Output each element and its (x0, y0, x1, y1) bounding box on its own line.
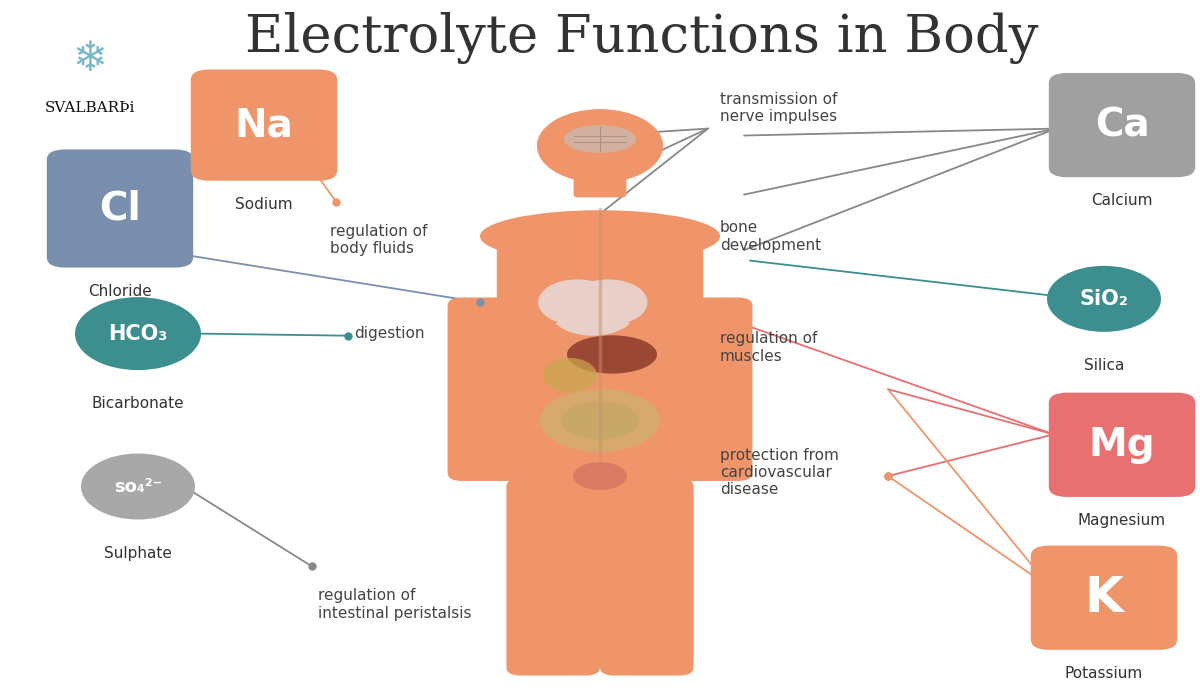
Text: Potassium: Potassium (1064, 666, 1144, 681)
Text: so₄²⁻: so₄²⁻ (114, 477, 162, 496)
Text: regulation of
muscles: regulation of muscles (720, 332, 817, 363)
Ellipse shape (540, 389, 660, 452)
Text: bone
development: bone development (720, 220, 821, 252)
Text: regulation of
intestinal peristalsis: regulation of intestinal peristalsis (318, 589, 472, 621)
Ellipse shape (82, 454, 194, 520)
FancyBboxPatch shape (497, 231, 703, 471)
Text: Sodium: Sodium (235, 197, 293, 212)
Circle shape (538, 110, 662, 182)
Text: SVALBARÞi: SVALBARÞi (44, 101, 136, 115)
Text: Electrolyte Functions in Body: Electrolyte Functions in Body (245, 13, 1039, 64)
Text: Na: Na (235, 106, 293, 144)
Text: Chloride: Chloride (88, 284, 152, 299)
Text: Ca: Ca (1094, 106, 1150, 144)
FancyBboxPatch shape (506, 478, 600, 676)
Ellipse shape (568, 336, 658, 374)
FancyBboxPatch shape (191, 70, 337, 181)
Text: K: K (1085, 573, 1123, 622)
Text: protection from
cardiovascular
disease: protection from cardiovascular disease (720, 448, 839, 498)
Text: Cl: Cl (100, 190, 140, 227)
Text: Mg: Mg (1088, 426, 1156, 464)
Text: Bicarbonate: Bicarbonate (91, 396, 185, 411)
Ellipse shape (562, 401, 640, 440)
Ellipse shape (1046, 266, 1162, 332)
Text: Calcium: Calcium (1091, 193, 1153, 208)
FancyBboxPatch shape (1031, 546, 1177, 650)
Text: Magnesium: Magnesium (1078, 513, 1166, 528)
FancyBboxPatch shape (678, 297, 752, 481)
Text: SiO₂: SiO₂ (1080, 289, 1128, 309)
FancyBboxPatch shape (574, 152, 626, 197)
FancyBboxPatch shape (1049, 73, 1195, 177)
FancyBboxPatch shape (448, 297, 522, 481)
Text: digestion: digestion (354, 326, 425, 341)
Text: Silica: Silica (1084, 359, 1124, 373)
FancyBboxPatch shape (600, 478, 694, 676)
Text: transmission of
nerve impulses: transmission of nerve impulses (720, 92, 838, 124)
Text: ❄: ❄ (72, 38, 108, 80)
Wedge shape (556, 311, 630, 336)
FancyBboxPatch shape (47, 149, 193, 268)
Circle shape (570, 280, 647, 325)
Ellipse shape (508, 440, 694, 492)
Text: HCO₃: HCO₃ (108, 324, 168, 343)
FancyBboxPatch shape (1049, 393, 1195, 497)
Ellipse shape (74, 297, 202, 370)
Ellipse shape (480, 211, 720, 263)
Ellipse shape (574, 462, 628, 490)
Text: regulation of
body fluids: regulation of body fluids (330, 224, 427, 256)
Ellipse shape (564, 125, 636, 153)
Text: Sulphate: Sulphate (104, 546, 172, 561)
Circle shape (539, 280, 616, 325)
Ellipse shape (542, 358, 598, 393)
